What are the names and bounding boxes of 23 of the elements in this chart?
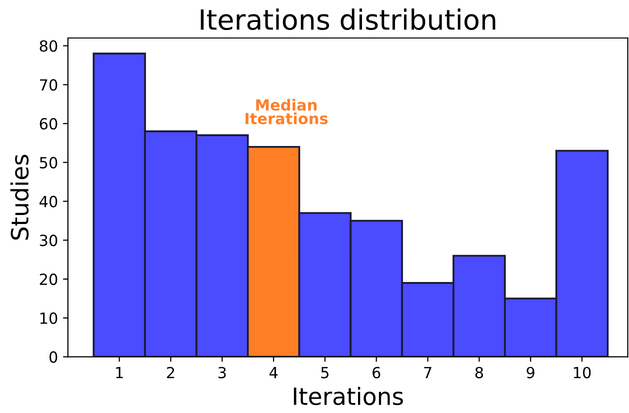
x-tick-label: 6 [372,366,380,378]
chart-title: Iterations distribution [200,8,496,30]
y-tick-label: 10 [40,312,58,324]
x-axis-title: Iterations [294,386,403,406]
x-tick-label: 3 [218,366,226,378]
x-tick-label: 9 [526,366,534,378]
y-axis-title: Studies [10,154,29,240]
x-tick-label: 2 [167,366,174,378]
x-tick-label: 10 [574,366,591,378]
x-tick-label: 1 [116,367,123,378]
x-tick-label: 8 [475,366,483,378]
y-tick-label: 70 [40,79,58,91]
x-tick-label: 7 [424,367,432,378]
annotation: Median Iterations [246,98,328,124]
x-tick-label: 5 [321,367,328,378]
y-tick-label: 0 [49,351,58,363]
y-tick-label: 60 [40,118,58,130]
y-tick-label: 20 [40,274,58,286]
x-tick-label: 4 [269,367,278,378]
y-tick-label: 40 [40,196,58,208]
y-tick-label: 50 [40,156,58,168]
y-tick-label: 30 [40,234,58,246]
y-tick-label: 80 [40,40,58,52]
